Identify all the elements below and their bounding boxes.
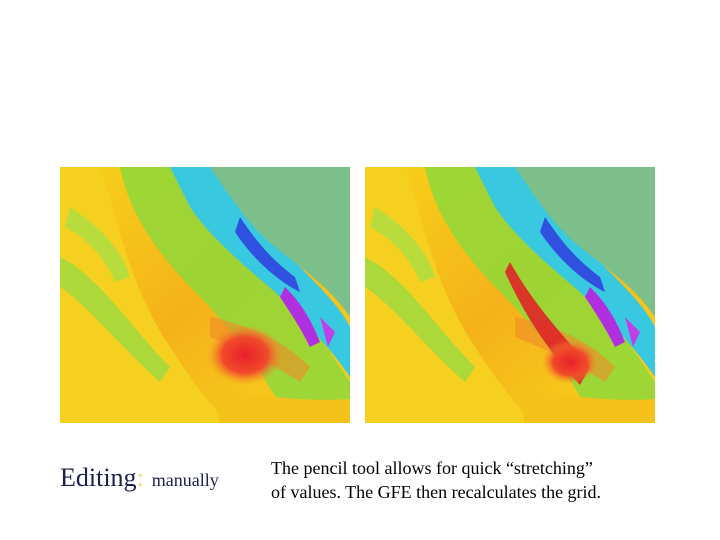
heading-text: Editing [60,463,137,492]
map-after [365,167,655,423]
heading: Editing: manually [60,463,219,493]
caption: The pencil tool allows for quick “stretc… [271,456,601,504]
subheading: manually [151,470,219,490]
hot-spot [207,325,283,385]
hot-spot [542,340,598,384]
separator: : [136,463,144,492]
map-before [60,167,350,423]
map-base [60,167,350,423]
map-base [365,167,655,423]
caption-line: The pencil tool allows for quick “stretc… [271,458,593,478]
caption-line: of values. The GFE then recalculates the… [271,482,602,502]
